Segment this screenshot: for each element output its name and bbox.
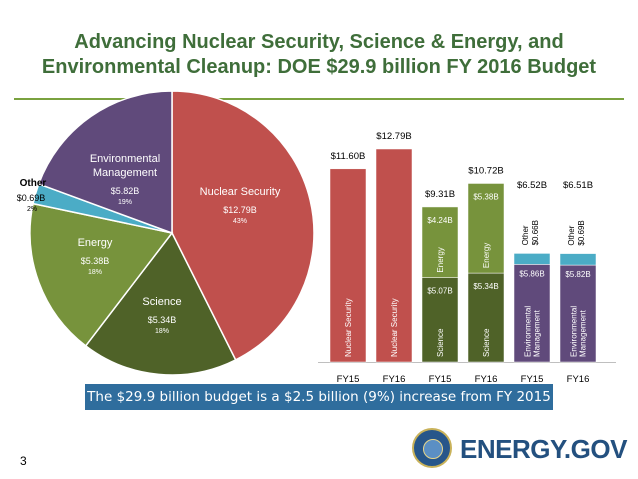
bar-total-1: $12.79B bbox=[376, 131, 411, 142]
summary-banner: The $29.9 billion budget is a $2.5 billi… bbox=[85, 384, 553, 410]
bar-seg-name-environmental-management-4: Environmental bbox=[524, 306, 533, 357]
pie-slice-energy bbox=[29, 202, 174, 347]
seg-name-group-energy-3: Energy bbox=[482, 243, 491, 268]
bar-segment-environmental-management-5 bbox=[559, 264, 597, 363]
pie-label-nuclear-security: Nuclear Security bbox=[200, 186, 281, 198]
bar-segment-science-2 bbox=[421, 277, 459, 363]
pie-pct-nuclear-security: 43% bbox=[233, 218, 247, 225]
x-tick-label-2: FY15 bbox=[429, 374, 452, 385]
bar-seg-value-science-3: $5.34B bbox=[473, 282, 498, 291]
page-number: 3 bbox=[20, 454, 27, 468]
bar-seg-name-science-3: Science bbox=[482, 328, 491, 357]
bar-seg-value-energy-3: $5.38B bbox=[473, 192, 498, 201]
bar-seg-value-environmental-management-5: $5.82B bbox=[565, 270, 590, 279]
bar-seg-name-environmental-management-5: Management bbox=[579, 310, 588, 357]
title-line-1: Advancing Nuclear Security, Science & En… bbox=[74, 31, 564, 53]
bar-seg-value-other-4: $0.66B bbox=[531, 220, 540, 245]
bar-segment-nuclear-security-0 bbox=[329, 168, 367, 363]
pie-label-environmental-management: Environmental bbox=[90, 153, 160, 165]
bar-seg-name-energy-3: Energy bbox=[482, 243, 491, 268]
seg-name-group-nuclear-security-1: Nuclear Security bbox=[390, 298, 399, 357]
x-tick-label-4: FY15 bbox=[521, 374, 544, 385]
seg-name-group-energy-2: Energy bbox=[436, 247, 445, 272]
pie-pct-environmental-management: 19% bbox=[118, 199, 132, 206]
pie-slice-environmental-management bbox=[37, 90, 173, 235]
pie-label-environmental-management: Management bbox=[93, 167, 157, 179]
seg-name-group-nuclear-security-0: Nuclear Security bbox=[344, 298, 353, 357]
bar-segment-other-4 bbox=[513, 253, 551, 265]
bar-segment-energy-3 bbox=[467, 183, 505, 274]
pie-label-science: Science bbox=[142, 296, 181, 308]
bar-seg-name-other-4: Other bbox=[521, 225, 530, 245]
bar-seg-value-energy-2: $4.24B bbox=[427, 216, 452, 225]
pie-chart bbox=[29, 90, 315, 376]
x-tick-label-0: FY15 bbox=[337, 374, 360, 385]
bar-seg-name-nuclear-security-1: Nuclear Security bbox=[390, 298, 399, 357]
seg-name-group-science-3: Science bbox=[482, 328, 491, 357]
pie-label-other: Other bbox=[20, 178, 47, 189]
bar-seg-value-environmental-management-4: $5.86B bbox=[519, 269, 544, 278]
pie-value-environmental-management: $5.82B bbox=[111, 186, 140, 196]
bar-total-2: $9.31B bbox=[425, 189, 455, 200]
pie-value-energy: $5.38B bbox=[81, 256, 110, 266]
pie-pct-science: 18% bbox=[155, 328, 169, 335]
x-tick-label-5: FY16 bbox=[567, 374, 590, 385]
bar-segment-environmental-management-4 bbox=[513, 264, 551, 363]
seg-name-group-environmental-management-5: Environmental Management bbox=[570, 306, 588, 357]
bar-seg-name-science-2: Science bbox=[436, 328, 445, 357]
bar-total-0: $11.60B bbox=[331, 151, 366, 162]
bar-segment-other-5 bbox=[559, 253, 597, 266]
bar-total-3: $10.72B bbox=[468, 165, 503, 176]
seg-name-group-science-2: Science bbox=[436, 328, 445, 357]
pie-value-other: $0.69B bbox=[17, 193, 46, 203]
pie-label-energy: Energy bbox=[78, 237, 113, 249]
logo-text: ENERGY.GOV bbox=[460, 434, 627, 464]
pie-slice-science bbox=[84, 231, 237, 376]
other-label-group-4: Other $0.66B bbox=[521, 220, 540, 245]
pie-slice-nuclear-security bbox=[171, 90, 315, 361]
x-tick-label-1: FY16 bbox=[383, 374, 406, 385]
bar-seg-name-environmental-management-5: Environmental bbox=[570, 306, 579, 357]
energy-gov-logo: ENERGY.GOV bbox=[412, 428, 627, 468]
pie-pct-other: 2% bbox=[27, 206, 37, 213]
bar-chart: Nuclear Security Nuclear Security Science E… bbox=[318, 148, 616, 363]
title-line-2: Environmental Cleanup: DOE $29.9 billion… bbox=[41, 56, 597, 78]
x-tick-label-3: FY16 bbox=[475, 374, 498, 385]
bar-seg-value-other-5: $0.69B bbox=[577, 220, 586, 245]
pie-value-nuclear-security: $12.79B bbox=[223, 205, 257, 215]
seg-name-group-environmental-management-4: Environmental Management bbox=[524, 306, 542, 357]
other-label-group-5: Other $0.69B bbox=[567, 220, 586, 245]
bar-segment-nuclear-security-1 bbox=[375, 148, 413, 363]
bar-seg-name-other-5: Other bbox=[567, 225, 576, 245]
doe-seal-icon bbox=[412, 428, 452, 468]
slide-title: Advancing Nuclear Security, Science & En… bbox=[0, 30, 638, 80]
bar-seg-name-environmental-management-4: Management bbox=[533, 310, 542, 357]
bar-seg-name-energy-2: Energy bbox=[436, 247, 445, 272]
bar-segment-science-3 bbox=[467, 272, 505, 363]
bar-segment-energy-2 bbox=[421, 206, 459, 278]
bar-total-4: $6.52B bbox=[517, 180, 547, 191]
bar-seg-name-nuclear-security-0: Nuclear Security bbox=[344, 298, 353, 357]
bar-total-5: $6.51B bbox=[563, 180, 593, 191]
title-divider bbox=[14, 98, 624, 100]
pie-value-science: $5.34B bbox=[148, 315, 177, 325]
pie-pct-energy: 18% bbox=[88, 269, 102, 276]
bar-seg-value-science-2: $5.07B bbox=[427, 287, 452, 296]
